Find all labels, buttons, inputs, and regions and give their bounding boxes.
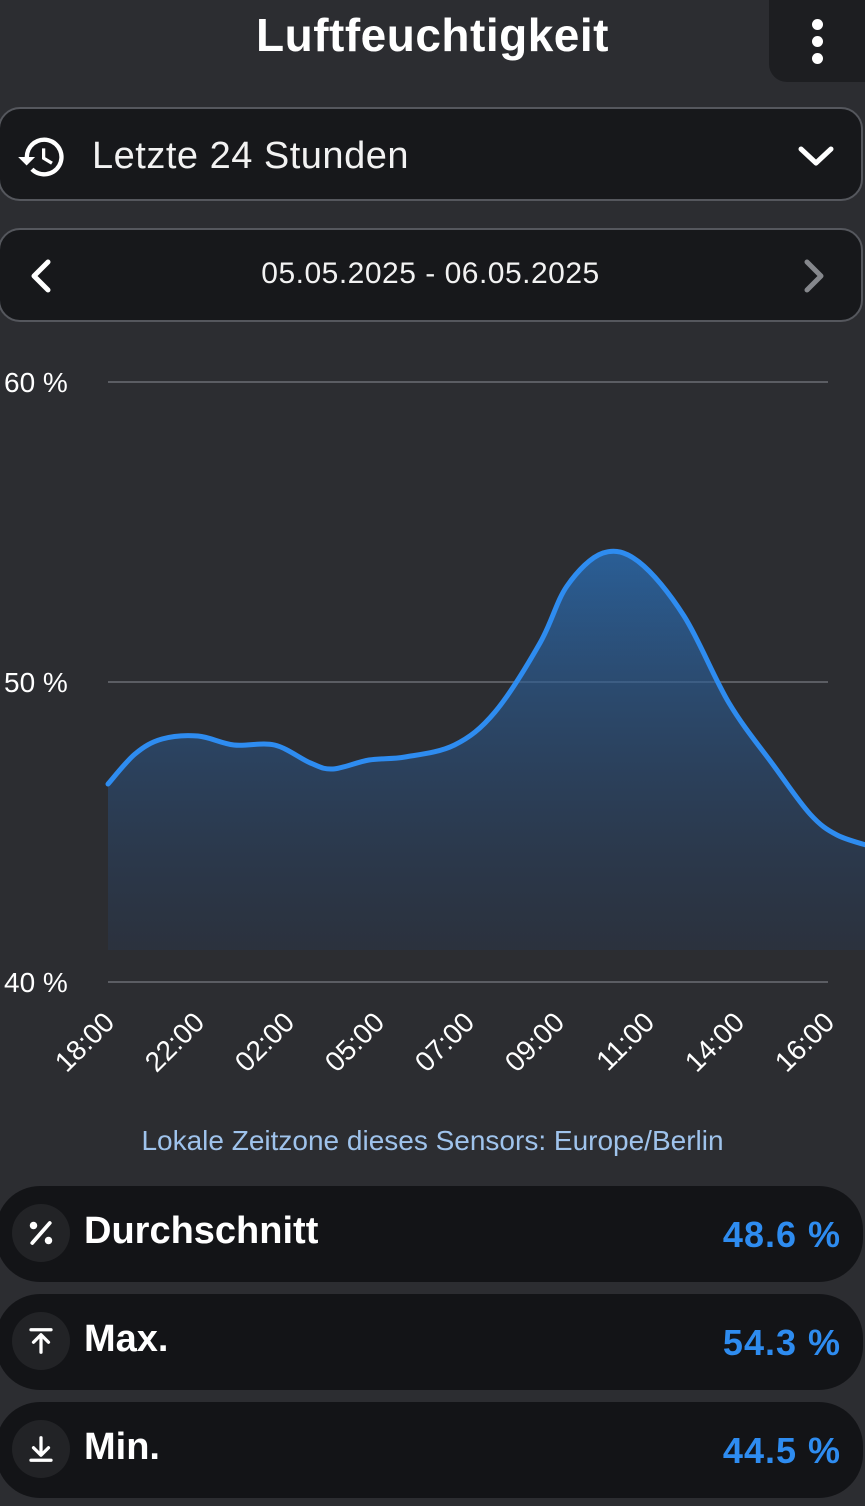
date-navigator: 05.05.2025 - 06.05.2025 <box>0 228 863 322</box>
chevron-down-icon <box>798 146 834 166</box>
stat-value: 44.5 % <box>722 1430 841 1471</box>
more-vertical-icon <box>811 18 823 30</box>
x-tick-label: 22:00 <box>139 1006 210 1077</box>
page-title: Luftfeuchtigkeit <box>256 9 609 61</box>
x-tick-label: 14:00 <box>679 1006 750 1077</box>
x-tick-label: 18:00 <box>49 1006 120 1077</box>
x-tick-label: 16:00 <box>769 1006 840 1077</box>
x-tick-label: 02:00 <box>229 1006 300 1077</box>
stat-value: 48.6 % <box>722 1214 841 1255</box>
stat-average: Durchschnitt 48.6 % <box>0 1186 863 1282</box>
x-tick-label: 07:00 <box>409 1006 480 1077</box>
series-area <box>108 551 865 950</box>
y-tick-label: 50 % <box>4 667 68 698</box>
stat-max: Max. 54.3 % <box>0 1294 863 1390</box>
percent-icon <box>12 1204 70 1262</box>
arrow-up-to-line-icon <box>12 1312 70 1370</box>
y-tick-label: 40 % <box>4 967 68 998</box>
stat-label: Durchschnitt <box>84 1210 319 1252</box>
more-vertical-icon-dot <box>811 52 823 64</box>
stat-label: Min. <box>84 1426 160 1468</box>
more-options-button[interactable] <box>769 0 865 82</box>
history-icon <box>18 137 64 177</box>
more-vertical-icon-dot <box>811 35 823 47</box>
series-line <box>105 548 865 848</box>
stat-min: Min. 44.5 % <box>0 1402 863 1498</box>
time-range-dropdown[interactable]: Letzte 24 Stunden <box>0 107 863 201</box>
timezone-note: Lokale Zeitzone dieses Sensors: Europe/B… <box>141 1125 724 1156</box>
x-tick-label: 09:00 <box>499 1006 570 1077</box>
y-tick-label: 60 % <box>4 367 68 398</box>
chevron-right-icon[interactable] <box>797 256 831 296</box>
x-tick-label: 05:00 <box>319 1006 390 1077</box>
x-tick-label: 11:00 <box>590 1006 660 1076</box>
time-range-label: Letzte 24 Stunden <box>92 135 409 177</box>
chevron-left-icon[interactable] <box>24 256 58 296</box>
date-range-label: 05.05.2025 - 06.05.2025 <box>261 257 600 290</box>
stat-value: 54.3 % <box>722 1322 841 1363</box>
arrow-down-to-line-icon <box>12 1420 70 1478</box>
stat-label: Max. <box>84 1318 169 1360</box>
humidity-chart: 40 % 50 % 60 % 18:00 22:00 02:00 05:00 07:00 09… <box>4 367 865 1078</box>
